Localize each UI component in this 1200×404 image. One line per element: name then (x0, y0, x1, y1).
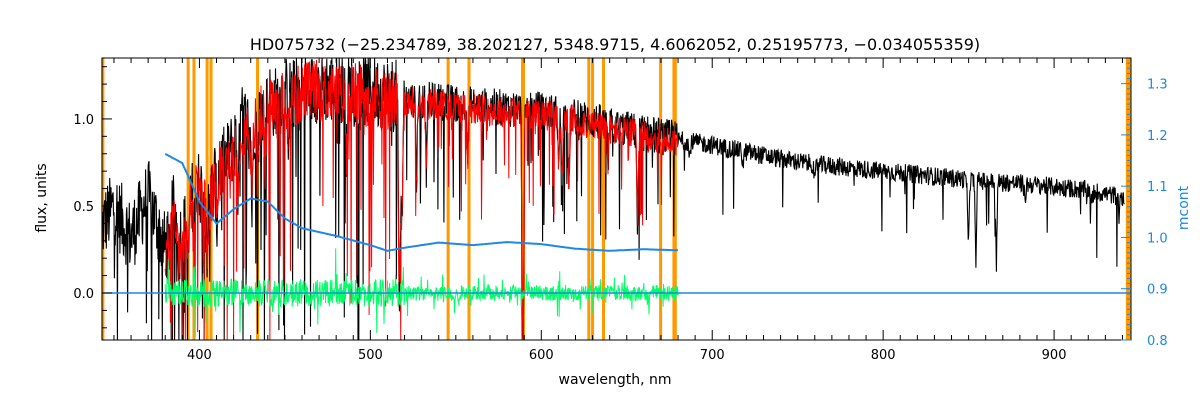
series-model-flux (164, 59, 679, 341)
axes: 400 500 600 700 800 900 0.0 0.5 1.0 0.8 0.9 1.0 1.1 1… (73, 57, 1168, 363)
masked-region-13 (659, 58, 663, 340)
y2-tick-label-5: 1.3 (1147, 78, 1168, 93)
x-tick-label-2: 600 (529, 348, 554, 363)
masked-region-10 (587, 58, 591, 340)
chart-title: HD075732 (−25.234789, 38.202127, 5348.97… (250, 35, 980, 54)
x-tick-label-4: 800 (871, 348, 896, 363)
x-tick-label-0: 400 (187, 348, 212, 363)
y2-tick-label-0: 0.8 (1147, 334, 1168, 349)
y2-tick-label-1: 0.9 (1147, 283, 1168, 298)
x-tick-label-5: 900 (1042, 348, 1067, 363)
masked-region-15 (673, 58, 677, 340)
series-layer (101, 57, 1131, 341)
right-mask-band (1125, 58, 1131, 340)
series-continuum-mcont (164, 153, 679, 252)
y-tick-label-1: 0.5 (73, 200, 94, 215)
x-axis-label: wavelength, nm (559, 372, 672, 388)
masked-region-9 (522, 58, 526, 340)
masked-regions (101, 58, 1131, 340)
masked-region-6 (446, 58, 450, 340)
masked-region-2 (192, 58, 196, 340)
masked-region-1 (186, 58, 190, 340)
y2-tick-label-4: 1.2 (1147, 129, 1168, 144)
x-tick-label-1: 500 (358, 348, 383, 363)
masked-region-7 (467, 58, 471, 340)
masked-region-3 (205, 58, 209, 340)
y2-tick-label-2: 1.0 (1147, 231, 1168, 246)
x-tick-label-3: 700 (700, 348, 725, 363)
y-axis-label: flux, units (34, 163, 50, 232)
series-residual (164, 248, 679, 338)
y-tick-label-2: 1.0 (73, 113, 94, 128)
masked-region-0 (101, 58, 105, 340)
y2-tick-label-3: 1.1 (1147, 180, 1168, 195)
plot-frame (101, 57, 1132, 341)
masked-region-12 (602, 58, 606, 340)
y-tick-label-0: 0.0 (73, 287, 94, 302)
y2-axis-label: mcont (1176, 185, 1192, 230)
masked-region-11 (591, 58, 595, 340)
